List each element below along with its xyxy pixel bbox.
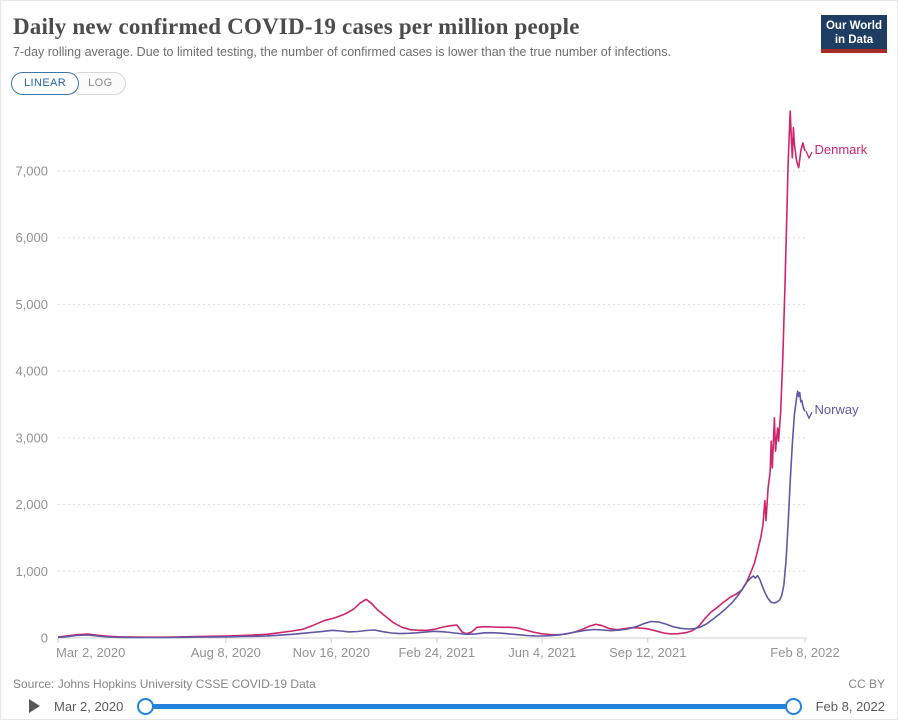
x-axis-label: Feb 8, 2022 — [770, 645, 839, 660]
owid-logo-line1: Our World — [825, 20, 882, 32]
chart-title: Daily new confirmed COVID-19 cases per m… — [13, 14, 580, 39]
timeline-track[interactable] — [145, 704, 794, 709]
x-axis-label: Sep 12, 2021 — [609, 645, 686, 660]
chart-canvas[interactable]: 0 1,000 2,000 3,000 4,000 5,000 6,000 7,000 Mar … — [1, 96, 898, 669]
x-axis-label: Aug 8, 2020 — [191, 645, 261, 660]
timeline-end-date: Feb 8, 2022 — [815, 698, 885, 714]
y-axis-label: 3,000 — [15, 430, 48, 445]
owid-logo-accent-bar — [821, 49, 887, 53]
y-axis-label: 6,000 — [15, 230, 48, 245]
x-axis-label: Feb 24, 2021 — [398, 645, 475, 660]
denmark-line[interactable] — [57, 110, 806, 639]
linear-scale-button[interactable]: LINEAR — [11, 72, 80, 96]
x-axis-label: Mar 2, 2020 — [56, 645, 125, 660]
source-note: Source: Johns Hopkins University CSSE CO… — [13, 677, 316, 691]
owid-logo-line2: in Data — [834, 34, 874, 47]
y-axis-label: 2,000 — [15, 497, 48, 512]
x-axis-label: Jun 4, 2021 — [508, 645, 576, 660]
norway-line[interactable] — [57, 390, 806, 639]
timeline-control: Mar 2, 2020 Feb 8, 2022 — [13, 695, 885, 717]
chart-subtitle: 7-day rolling average. Due to limited te… — [13, 45, 671, 60]
y-axis-label: 4,000 — [15, 364, 48, 379]
owid-logo[interactable]: Our World in Data — [821, 15, 887, 53]
denmark-label-hook — [805, 150, 813, 160]
y-axis-label: 0 — [41, 631, 48, 646]
license-link[interactable]: CC BY — [848, 677, 885, 691]
log-scale-button[interactable]: LOG — [69, 72, 126, 96]
denmark-series-label[interactable]: Denmark — [815, 142, 868, 157]
timeline-start-handle[interactable] — [137, 698, 155, 715]
y-axis-label: 7,000 — [15, 164, 48, 179]
norway-series-label[interactable]: Norway — [815, 402, 860, 417]
timeline-track-wrap — [137, 697, 802, 715]
y-axis-label: 5,000 — [15, 297, 48, 312]
timeline-start-date: Mar 2, 2020 — [54, 698, 124, 714]
x-axis-label: Nov 16, 2020 — [293, 645, 370, 660]
timeline-end-handle[interactable] — [784, 698, 802, 715]
chart-header: Daily new confirmed COVID-19 cases per m… — [13, 14, 797, 59]
norway-label-hook — [805, 410, 813, 420]
play-button-icon[interactable] — [29, 699, 40, 713]
y-axis-label: 1,000 — [15, 564, 48, 579]
scale-toggle: LINEAR LOG — [11, 72, 126, 96]
